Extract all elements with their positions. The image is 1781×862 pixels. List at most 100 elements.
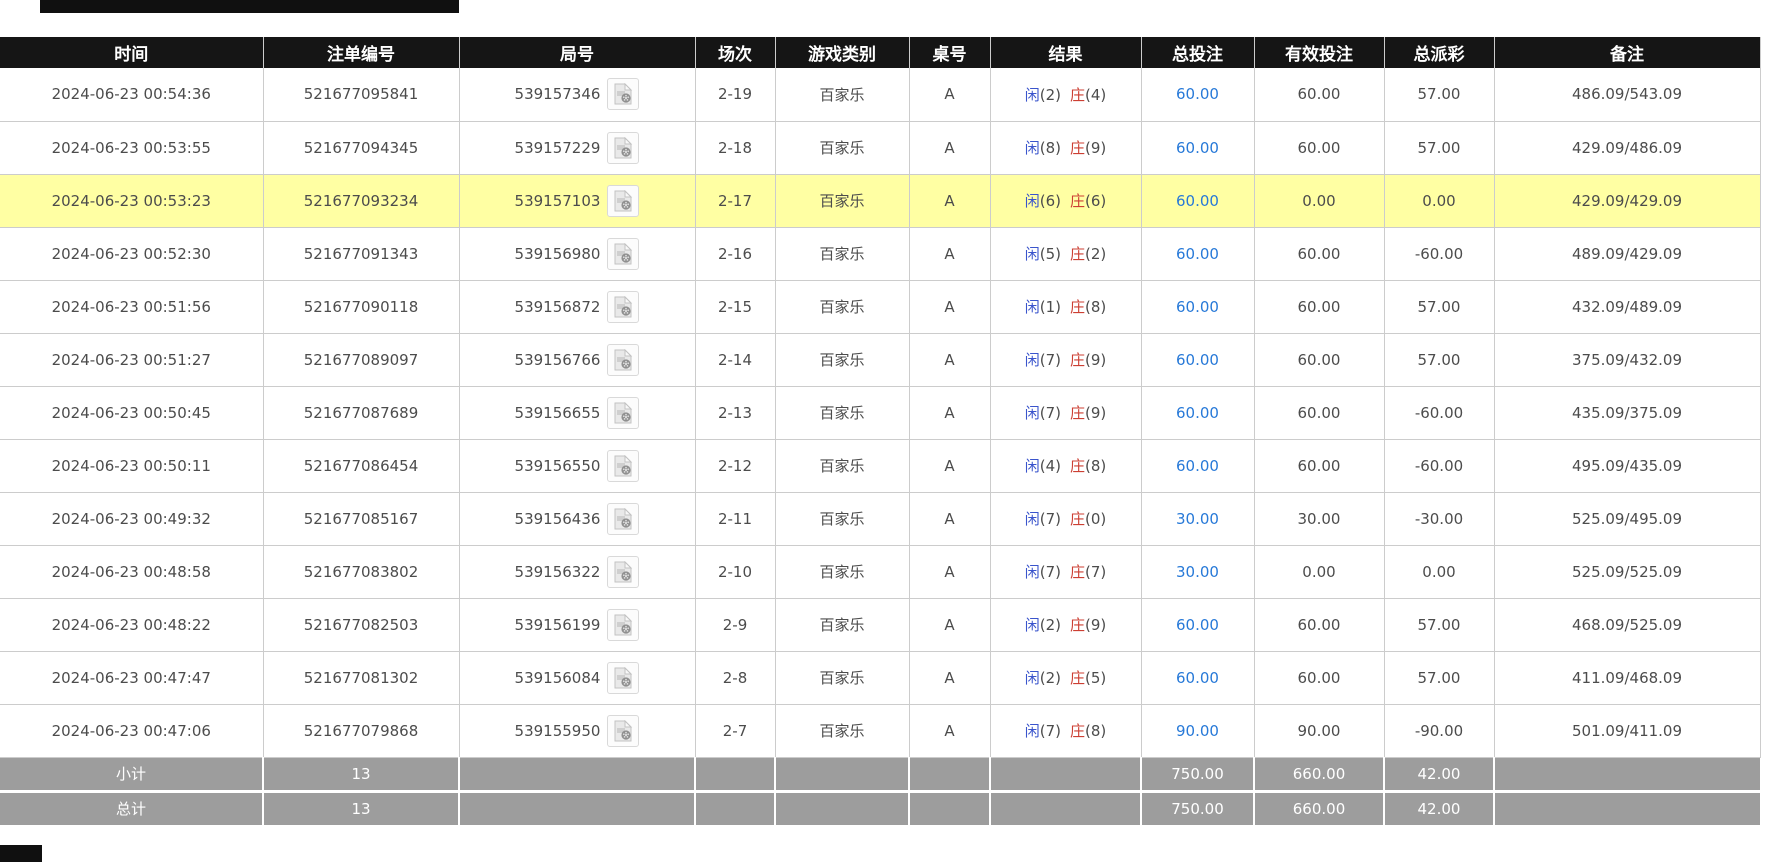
subtotal-valid-bet-cell: 660.00: [1254, 757, 1385, 793]
result-player-label: 闲: [1024, 616, 1040, 634]
result-cell: 闲(8) 庄(9): [989, 121, 1142, 175]
game-type-cell: 百家乐: [774, 174, 910, 228]
result-banker-score: (7): [1085, 563, 1107, 581]
total-bet-amount[interactable]: 60.00: [1176, 297, 1219, 316]
round-video-button[interactable]: [607, 131, 640, 164]
table-no-cell: A: [908, 598, 991, 652]
payout-cell: 57.00: [1383, 333, 1495, 387]
round-video-button[interactable]: [607, 290, 640, 323]
total-bet-amount[interactable]: 30.00: [1176, 562, 1219, 581]
total-bet-cell: 60.00: [1140, 439, 1255, 493]
bet-record-row: 2024-06-23 00:50:11 521677086454 539156550…: [0, 439, 1761, 493]
video-replay-icon: [614, 348, 633, 370]
total-bet-amount[interactable]: 60.00: [1176, 668, 1219, 687]
result-cell: 闲(7) 庄(9): [989, 333, 1142, 387]
session-cell: 2-13: [694, 386, 776, 440]
total-bet-cell: 60.00: [1140, 68, 1255, 122]
total-bet-amount[interactable]: 60.00: [1176, 138, 1219, 157]
remark-cell: 432.09/489.09: [1493, 280, 1761, 334]
subtotal-count-cell: 13: [263, 757, 460, 793]
result-banker-score: (8): [1085, 457, 1107, 475]
result-player-label: 闲: [1024, 192, 1040, 210]
result-cell: 闲(2) 庄(4): [989, 68, 1142, 122]
round-video-button[interactable]: [607, 396, 640, 429]
round-number: 539157346: [514, 85, 601, 104]
total-bet-amount[interactable]: 60.00: [1176, 244, 1219, 263]
round-video-button[interactable]: [607, 449, 640, 482]
round-video-button[interactable]: [607, 661, 640, 694]
valid-bet-cell: 60.00: [1253, 333, 1385, 387]
valid-bet-cell: 0.00: [1253, 174, 1385, 228]
time-cell: 2024-06-23 00:51:56: [0, 280, 264, 334]
round-cell: 539156436: [458, 492, 696, 546]
result-banker-label: 庄: [1070, 563, 1086, 581]
total-bet-cell: 60.00: [1140, 174, 1255, 228]
round-video-button[interactable]: [607, 555, 640, 588]
grand-total-valid-bet-cell: 660.00: [1254, 791, 1385, 825]
total-bet-cell: 90.00: [1140, 704, 1255, 758]
result-player-score: (7): [1039, 722, 1061, 740]
round-cell: 539156980: [458, 227, 696, 281]
round-wrap: 539156766: [515, 343, 640, 376]
total-bet-amount[interactable]: 30.00: [1176, 509, 1219, 528]
grand-total-empty-cell: [990, 791, 1142, 825]
round-video-button[interactable]: [607, 714, 640, 747]
result-banker-label: 庄: [1070, 298, 1086, 316]
result-banker-score: (6): [1085, 192, 1107, 210]
total-bet-amount[interactable]: 60.00: [1176, 191, 1219, 210]
result-player-score: (2): [1039, 669, 1061, 687]
remark-cell: 375.09/432.09: [1493, 333, 1761, 387]
round-video-button[interactable]: [607, 502, 640, 535]
total-bet-amount[interactable]: 60.00: [1176, 403, 1219, 422]
bet-record-row: 2024-06-23 00:51:27 521677089097 539156766…: [0, 333, 1761, 387]
table-no-cell: A: [908, 174, 991, 228]
session-cell: 2-19: [694, 68, 776, 122]
result-cell: 闲(6) 庄(6): [989, 174, 1142, 228]
time-cell: 2024-06-23 00:53:55: [0, 121, 264, 175]
payout-cell: -60.00: [1383, 386, 1495, 440]
round-video-button[interactable]: [607, 343, 640, 376]
bet-id-cell: 521677085167: [262, 492, 460, 546]
round-cell: 539156766: [458, 333, 696, 387]
round-video-button[interactable]: [607, 184, 640, 217]
result-banker-score: (9): [1085, 139, 1107, 157]
round-cell: 539156199: [458, 598, 696, 652]
valid-bet-cell: 60.00: [1253, 386, 1385, 440]
round-video-button[interactable]: [607, 78, 640, 111]
time-cell: 2024-06-23 00:54:36: [0, 68, 264, 122]
video-replay-icon: [614, 189, 633, 211]
total-bet-amount[interactable]: 60.00: [1176, 350, 1219, 369]
bet-record-row: 2024-06-23 00:53:55 521677094345 539157229…: [0, 121, 1761, 175]
table-no-cell: A: [908, 121, 991, 175]
round-video-button[interactable]: [607, 237, 640, 270]
total-bet-amount[interactable]: 90.00: [1176, 721, 1219, 740]
total-bet-amount[interactable]: 60.00: [1176, 615, 1219, 634]
video-replay-icon: [614, 401, 633, 423]
game-type-cell: 百家乐: [774, 280, 910, 334]
result-player-label: 闲: [1024, 457, 1040, 475]
total-bet-amount[interactable]: 60.00: [1176, 456, 1219, 475]
bet-record-row: 2024-06-23 00:48:22 521677082503 539156199…: [0, 598, 1761, 652]
round-video-button[interactable]: [607, 608, 640, 641]
total-bet-cell: 60.00: [1140, 386, 1255, 440]
session-cell: 2-18: [694, 121, 776, 175]
column-header-8: 有效投注: [1254, 37, 1385, 68]
game-type-cell: 百家乐: [774, 121, 910, 175]
total-bet-amount[interactable]: 60.00: [1176, 85, 1219, 104]
total-bet-cell: 30.00: [1140, 545, 1255, 599]
payout-cell: 57.00: [1383, 121, 1495, 175]
time-cell: 2024-06-23 00:48:58: [0, 545, 264, 599]
round-number: 539156322: [514, 562, 601, 581]
result-cell: 闲(5) 庄(2): [989, 227, 1142, 281]
result-player-score: (1): [1039, 298, 1061, 316]
round-cell: 539157346: [458, 68, 696, 122]
result-banker-score: (2): [1085, 245, 1107, 263]
result-banker-label: 庄: [1070, 510, 1086, 528]
subtotal-label-cell: 小计: [0, 757, 264, 793]
result-cell: 闲(7) 庄(9): [989, 386, 1142, 440]
result-banker-score: (8): [1085, 298, 1107, 316]
total-bet-cell: 60.00: [1140, 227, 1255, 281]
result-player-label: 闲: [1024, 298, 1040, 316]
total-bet-cell: 60.00: [1140, 333, 1255, 387]
